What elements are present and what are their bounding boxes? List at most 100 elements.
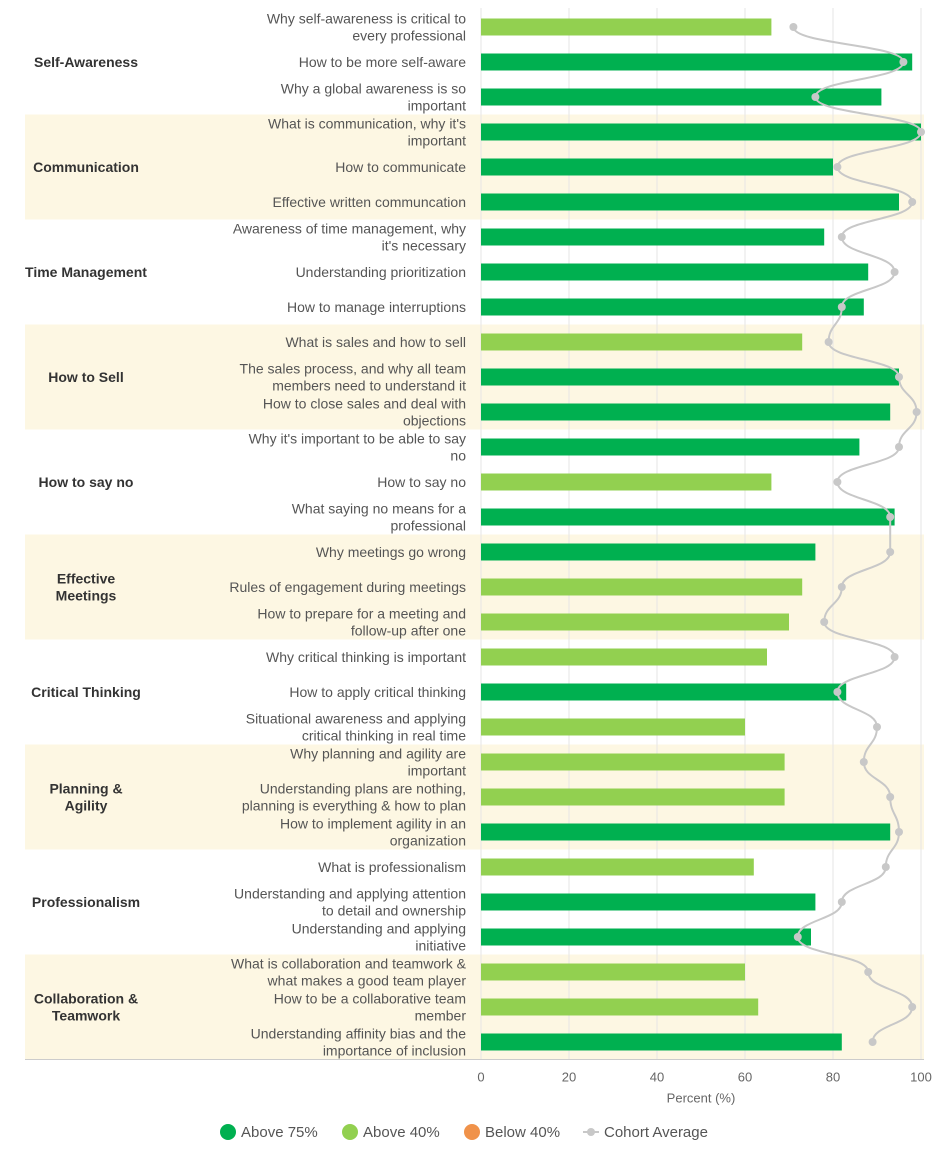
- bar: [481, 683, 847, 701]
- cohort-average-point: [837, 583, 846, 591]
- item-label: Rules of engagement during meetings: [229, 579, 466, 595]
- item-label: What is collaboration and teamwork & what…: [231, 956, 467, 989]
- bar: [481, 158, 833, 176]
- cohort-average-point: [864, 968, 873, 976]
- cohort-average-point: [811, 93, 820, 101]
- bar: [481, 823, 891, 841]
- cohort-average-point: [868, 1038, 877, 1046]
- cohort-average-point: [908, 198, 917, 206]
- bar: [481, 788, 785, 806]
- cohort-average-point: [824, 338, 833, 346]
- item-label: Understanding affinity bias and the impor…: [251, 1026, 467, 1059]
- cohort-average-point: [886, 793, 895, 801]
- item-label: Why meetings go wrong: [316, 544, 466, 560]
- cohort-average-point: [833, 163, 842, 171]
- legend-marker-dot: [464, 1124, 480, 1140]
- cohort-average-point: [886, 548, 895, 556]
- group-label: How to Sell: [48, 369, 123, 385]
- group-label: How to say no: [39, 474, 134, 490]
- group-label: Collaboration & Teamwork: [34, 991, 138, 1024]
- bar: [481, 578, 803, 596]
- group-label: Effective Meetings: [56, 571, 117, 604]
- bar: [481, 928, 811, 946]
- cohort-average-point: [899, 58, 908, 66]
- cohort-average-point: [837, 303, 846, 311]
- item-label: Why planning and agility are important: [290, 746, 466, 779]
- item-label: How to say no: [377, 474, 466, 490]
- cohort-average-point: [890, 653, 899, 661]
- cohort-average-point: [789, 23, 798, 31]
- cohort-average-series: [789, 23, 925, 1046]
- cohort-average-point: [895, 828, 903, 836]
- group-labels: Self-Awareness Communication Time Manageme…: [25, 54, 147, 1024]
- cohort-average-point: [895, 443, 903, 451]
- legend-marker-dot: [587, 1128, 595, 1136]
- legend-item: Cohort Average: [583, 1124, 708, 1141]
- bar: [481, 298, 864, 316]
- x-tick-label: 60: [738, 1070, 752, 1085]
- item-label: Understanding plans are nothing, planning…: [242, 781, 466, 814]
- group-label: Time Management: [25, 264, 147, 280]
- item-label: What is sales and how to sell: [285, 334, 466, 350]
- bar: [481, 998, 759, 1016]
- cohort-average-point: [908, 1003, 917, 1011]
- bar: [481, 963, 745, 981]
- bar: [481, 333, 803, 351]
- item-label: Situational awareness and applying critic…: [246, 711, 466, 744]
- legend-item: Below 40%: [464, 1124, 560, 1141]
- item-label: Why self-awareness is critical to every p…: [267, 11, 466, 44]
- bar: [481, 858, 754, 876]
- item-label: Why a global awareness is so important: [281, 81, 466, 114]
- bar: [481, 368, 899, 386]
- cohort-average-point: [912, 408, 921, 416]
- cohort-average-point: [895, 373, 903, 381]
- legend-label: Below 40%: [485, 1124, 560, 1141]
- cohort-average-point: [881, 863, 890, 871]
- item-label: Why it's important to be able to say no: [249, 431, 467, 464]
- item-label: The sales process, and why all team membe…: [240, 361, 467, 394]
- item-label: How to prepare for a meeting and follow-u…: [257, 606, 466, 639]
- bar: [481, 123, 921, 141]
- item-label: What is communication, why it's important: [268, 116, 466, 149]
- x-tick-label: 80: [826, 1070, 840, 1085]
- cohort-average-point: [833, 688, 842, 696]
- x-tick-label: 40: [650, 1070, 664, 1085]
- item-label: How to be more self-aware: [299, 54, 467, 70]
- bar: [481, 543, 816, 561]
- item-label: How to apply critical thinking: [289, 684, 466, 700]
- bar: [481, 893, 816, 911]
- bar: [481, 228, 825, 246]
- bar: [481, 1033, 842, 1051]
- item-label: How to manage interruptions: [287, 299, 466, 315]
- cohort-average-point: [917, 128, 925, 136]
- legend: Above 75% Above 40% Below 40% Cohort Averag…: [220, 1124, 708, 1141]
- bar: [481, 193, 899, 211]
- cohort-average-point: [873, 723, 881, 731]
- group-label: Planning & Agility: [49, 781, 122, 814]
- x-tick-label: 100: [910, 1070, 932, 1085]
- item-label: How to communicate: [335, 159, 466, 175]
- cohort-average-point: [890, 268, 899, 276]
- bar: [481, 473, 772, 491]
- item-label: Understanding and applying attention to d…: [234, 886, 466, 919]
- group-label: Critical Thinking: [31, 684, 141, 700]
- legend-item: Above 75%: [220, 1124, 318, 1141]
- cohort-average-point: [793, 933, 802, 941]
- item-label: How to implement agility in an organizati…: [280, 816, 466, 849]
- legend-label: Above 40%: [363, 1124, 440, 1141]
- cohort-average-point: [837, 898, 846, 906]
- bar: [481, 648, 767, 666]
- bar: [481, 18, 772, 36]
- x-axis-title: Percent (%): [667, 1091, 736, 1106]
- x-tick-label: 20: [562, 1070, 576, 1085]
- bar: [481, 508, 895, 526]
- item-label: How to be a collaborative team member: [274, 991, 467, 1024]
- item-label: What saying no means for a professional: [292, 501, 467, 534]
- item-labels: Why self-awareness is critical to every p…: [229, 11, 466, 1059]
- legend-label: Above 75%: [241, 1124, 318, 1141]
- bar: [481, 718, 745, 736]
- group-label: Self-Awareness: [34, 54, 138, 70]
- item-label: Understanding prioritization: [296, 264, 466, 280]
- legend-marker-dot: [342, 1124, 358, 1140]
